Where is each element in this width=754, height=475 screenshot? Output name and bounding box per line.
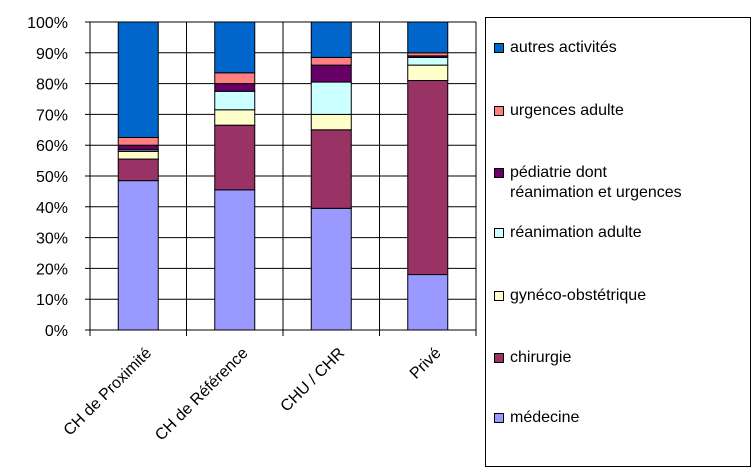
y-tick-label: 50% <box>36 169 68 186</box>
bar-segment <box>407 21 449 54</box>
bar-segment <box>214 90 256 111</box>
bar-segment <box>310 129 352 209</box>
bar-segment <box>407 274 449 331</box>
bar-segment <box>214 124 256 191</box>
y-tick-label: 60% <box>36 138 68 155</box>
bar-segment <box>214 189 256 331</box>
bar-segment <box>117 137 159 146</box>
y-tick-label: 30% <box>36 231 68 248</box>
x-tick-label: CH de Référence <box>152 345 252 445</box>
legend-label: urgences adulte <box>510 102 624 119</box>
stacked-bar-chart: 0% 10% 20% 30% 40% 50% 60% 70% 80% 90% 100% CH de … <box>27 15 477 445</box>
y-tick-label: 0% <box>45 323 68 340</box>
legend-swatch <box>494 43 504 53</box>
bar-segment <box>310 21 352 58</box>
bar-segment <box>117 180 159 331</box>
legend-item: urgences adulte <box>494 101 624 121</box>
y-axis-tick-labels: 0% 10% 20% 30% 40% 50% 60% 70% 80% 90% 100% <box>27 15 68 340</box>
bar-segment <box>310 207 352 331</box>
legend-swatch <box>494 228 504 238</box>
y-tick-label: 40% <box>36 200 68 217</box>
y-tick-label: 20% <box>36 261 68 278</box>
legend-swatch <box>494 353 504 363</box>
y-tick-label: 100% <box>27 15 68 32</box>
legend-swatch <box>494 413 504 423</box>
chart-bars <box>117 21 449 331</box>
bar-segment <box>310 113 352 131</box>
bar-segment <box>214 72 256 85</box>
bar-segment <box>117 21 159 138</box>
legend-label: réanimation adulte <box>510 224 642 241</box>
bar-segment <box>407 56 449 66</box>
legend-label: pédiatrie dont réanimation et urgences <box>510 164 682 201</box>
legend-label: médecine <box>510 409 580 426</box>
x-tick-label: CHU / CHR <box>278 345 348 415</box>
bar-segment <box>117 158 159 182</box>
bar-segment <box>214 109 256 126</box>
bar-segment <box>310 81 352 115</box>
bar-segment <box>214 83 256 92</box>
bar-segment <box>117 150 159 160</box>
legend-swatch <box>494 106 504 116</box>
y-tick-label: 70% <box>36 107 68 124</box>
bar-segment <box>214 21 256 74</box>
legend-swatch <box>494 291 504 301</box>
legend-label: chirurgie <box>510 349 572 366</box>
legend-label: autres activités <box>510 39 617 56</box>
legend-item: pédiatrie dont réanimation et urgences <box>494 163 682 203</box>
bar-segment <box>117 144 159 151</box>
chart-axes <box>85 21 477 336</box>
legend-item: chirurgie <box>494 348 572 368</box>
y-tick-label: 80% <box>36 77 68 94</box>
bar-segment <box>407 64 449 82</box>
legend-item: gynéco-obstétrique <box>494 286 647 306</box>
legend-swatch <box>494 168 504 178</box>
chart-legend: autres activités urgences adulte pédiatrie… <box>485 17 751 467</box>
y-tick-label: 90% <box>36 46 68 63</box>
legend-item: autres activités <box>494 38 617 58</box>
bar-segment <box>310 56 352 66</box>
bar-segment <box>407 80 449 276</box>
x-tick-label: CH de Proximité <box>61 345 155 439</box>
legend-item: médecine <box>494 408 580 428</box>
legend-label: gynéco-obstétrique <box>510 287 647 304</box>
legend-item: réanimation adulte <box>494 223 642 243</box>
y-tick-label: 10% <box>36 292 68 309</box>
bar-segment <box>310 64 352 83</box>
x-tick-label: Privé <box>407 345 445 383</box>
